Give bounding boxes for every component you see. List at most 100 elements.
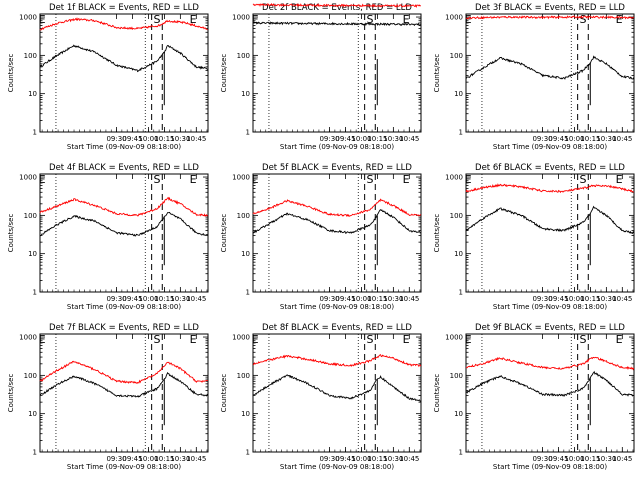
x-tick-label: 10:30 xyxy=(383,455,403,463)
y-axis-label: Counts/sec xyxy=(433,54,441,93)
x-tick-label: 10:30 xyxy=(170,455,190,463)
y-tick-label: 100 xyxy=(237,372,250,380)
x-axis-label: Start Time (09-Nov-09 08:18:00) xyxy=(493,463,607,471)
detector-panel-6: Det 6f BLACK = Events, RED = LLD 1 10 100 10… xyxy=(433,163,635,311)
annotation-letter: E xyxy=(403,333,410,346)
annotation-letter: E xyxy=(465,13,472,26)
annotation-letter: E xyxy=(190,13,197,26)
annotation-letter: E xyxy=(39,333,46,346)
series-line-events xyxy=(39,44,209,73)
series-line-lld xyxy=(39,360,209,385)
series-line-lld xyxy=(39,17,208,31)
x-tick-label: 09:45 xyxy=(335,455,355,463)
x-tick-label: 09:30 xyxy=(106,135,126,143)
plot-frame xyxy=(39,333,209,453)
y-tick-label: 100 xyxy=(450,372,463,380)
y-tick-label: 1 xyxy=(33,449,37,457)
annotation-letter: S xyxy=(579,13,586,26)
x-tick-label: 10:15 xyxy=(580,135,600,143)
y-tick-label: 1 xyxy=(246,449,250,457)
annotation-letter: E xyxy=(616,13,623,26)
x-axis-label: Start Time (09-Nov-09 08:18:00) xyxy=(67,303,181,311)
y-tick-label: 10 xyxy=(241,90,250,98)
detector-panel-7: Det 7f BLACK = Events, RED = LLD 1 10 100 10… xyxy=(7,323,209,471)
series-line-events xyxy=(465,370,634,397)
annotation-letter: E xyxy=(616,173,623,186)
panel-title: Det 9f BLACK = Events, RED = LLD xyxy=(475,323,625,333)
annotation-letter: E xyxy=(465,173,472,186)
annotation-letter: S xyxy=(153,173,160,186)
y-tick-label: 100 xyxy=(450,52,463,60)
x-tick-label: 10:15 xyxy=(154,295,174,303)
x-tick-label: 10:30 xyxy=(383,295,403,303)
y-tick-label: 1000 xyxy=(232,14,250,22)
y-tick-label: 1 xyxy=(246,129,250,137)
x-tick-label: 09:45 xyxy=(122,295,142,303)
y-tick-label: 1000 xyxy=(445,334,463,342)
x-tick-label: 10:15 xyxy=(367,455,387,463)
y-axis-label: Counts/sec xyxy=(7,54,15,93)
x-tick-label: 10:30 xyxy=(596,455,616,463)
x-tick-label: 10:45 xyxy=(612,295,632,303)
panel-title: Det 6f BLACK = Events, RED = LLD xyxy=(475,163,625,173)
annotation-letter: E xyxy=(403,173,410,186)
annotation-letter: E xyxy=(190,173,197,186)
panel-title: Det 7f BLACK = Events, RED = LLD xyxy=(49,323,199,333)
x-tick-label: 10:30 xyxy=(596,295,616,303)
x-axis-label: Start Time (09-Nov-09 08:18:00) xyxy=(280,143,394,151)
x-tick-label: 10:30 xyxy=(170,295,190,303)
annotation-letter: S xyxy=(579,333,586,346)
detector-panel-5: Det 5f BLACK = Events, RED = LLD 1 10 100 10… xyxy=(220,163,422,311)
x-tick-label: 10:30 xyxy=(596,135,616,143)
series-line-events xyxy=(465,205,635,235)
x-tick-label: 09:30 xyxy=(319,455,339,463)
y-axis-label: Counts/sec xyxy=(220,374,228,413)
series-line-events xyxy=(39,371,209,398)
x-tick-label: 10:15 xyxy=(580,295,600,303)
annotation-letter: E xyxy=(39,173,46,186)
series-line-lld xyxy=(252,198,422,218)
x-axis-label: Start Time (09-Nov-09 08:18:00) xyxy=(493,143,607,151)
detector-panel-1: Det 1f BLACK = Events, RED = LLD 1 10 100 10… xyxy=(7,3,209,151)
x-tick-label: 10:15 xyxy=(154,135,174,143)
y-axis-label: Counts/sec xyxy=(7,374,15,413)
y-tick-label: 100 xyxy=(237,52,250,60)
plot-frame xyxy=(465,333,635,453)
x-tick-label: 09:30 xyxy=(532,135,552,143)
plot-frame xyxy=(252,173,422,293)
y-tick-label: 1000 xyxy=(19,334,37,342)
x-tick-label: 09:30 xyxy=(319,295,339,303)
x-tick-label: 10:45 xyxy=(399,295,419,303)
annotation-letter: E xyxy=(465,333,472,346)
annotation-letter: E xyxy=(616,333,623,346)
panel-title: Det 5f BLACK = Events, RED = LLD xyxy=(262,163,412,173)
annotation-letter: S xyxy=(153,13,160,26)
y-tick-label: 100 xyxy=(237,212,250,220)
annotation-letter: S xyxy=(153,333,160,346)
x-tick-label: 10:45 xyxy=(399,135,419,143)
y-tick-label: 1000 xyxy=(232,334,250,342)
x-tick-label: 10:00 xyxy=(351,455,371,463)
panel-title: Det 1f BLACK = Events, RED = LLD xyxy=(49,3,199,13)
y-axis-label: Counts/sec xyxy=(433,374,441,413)
plot-frame xyxy=(252,333,422,453)
x-tick-label: 10:00 xyxy=(564,135,584,143)
y-tick-label: 1000 xyxy=(19,14,37,22)
x-tick-label: 10:00 xyxy=(138,135,158,143)
detector-panel-4: Det 4f BLACK = Events, RED = LLD 1 10 100 10… xyxy=(7,163,209,311)
x-tick-label: 09:45 xyxy=(548,295,568,303)
plot-frame xyxy=(465,173,635,293)
y-tick-label: 1000 xyxy=(445,14,463,22)
x-tick-label: 10:00 xyxy=(351,295,371,303)
x-tick-label: 09:45 xyxy=(122,135,142,143)
annotation-letter: E xyxy=(252,13,259,26)
y-tick-label: 10 xyxy=(454,410,463,418)
x-axis-label: Start Time (09-Nov-09 08:18:00) xyxy=(67,463,181,471)
y-tick-label: 1 xyxy=(459,129,463,137)
x-tick-label: 09:45 xyxy=(335,135,355,143)
plot-frame xyxy=(39,173,209,293)
x-tick-label: 10:15 xyxy=(580,455,600,463)
y-tick-label: 1000 xyxy=(232,174,250,182)
y-tick-label: 10 xyxy=(454,250,463,258)
series-line-lld xyxy=(39,196,209,217)
